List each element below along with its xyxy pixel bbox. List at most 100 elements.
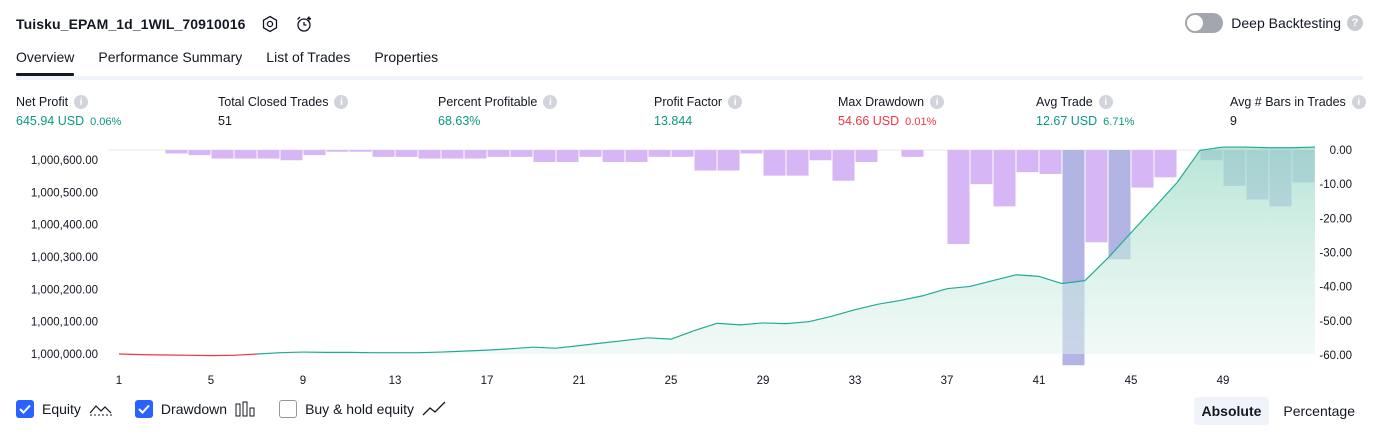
metric-profit-factor: Profit Factor i 13.844	[654, 94, 743, 130]
drawdown-bar	[418, 150, 441, 159]
percentage-button[interactable]: Percentage	[1283, 403, 1355, 419]
metric-total-closed-trades: Total Closed Trades i 51	[218, 94, 349, 130]
drawdown-bar	[648, 150, 671, 157]
drawdown-bar	[740, 150, 763, 154]
drawdown-bar	[855, 150, 878, 162]
drawdown-bar	[257, 150, 280, 159]
equity-segment	[1038, 275, 1063, 285]
drawdown-bar	[395, 150, 418, 157]
drawdown-bar	[717, 150, 740, 171]
drawdown-bar	[165, 150, 188, 154]
drawdown-bar	[188, 150, 211, 156]
add-alert-clock-icon[interactable]	[294, 14, 314, 34]
metric-label: Percent Profitable	[438, 95, 538, 109]
equity-segment	[1291, 146, 1316, 149]
value-mode-switch: Absolute Percentage	[1188, 397, 1364, 425]
metric-value: 12.67 USD	[1036, 114, 1098, 128]
drawdown-bar	[1131, 150, 1154, 188]
y-left-tick: 1,000,400.00	[31, 220, 98, 232]
info-icon[interactable]: i	[334, 95, 349, 109]
equity-segment	[739, 322, 764, 326]
legend-equity[interactable]: Equity	[16, 400, 113, 418]
equity-line	[118, 146, 1316, 357]
y-right-tick: -50.00	[1319, 316, 1352, 328]
drawdown-bar	[579, 150, 602, 157]
y-left-tick: 1,000,000.00	[31, 349, 98, 361]
right-axis: 0.00 -10.00 -20.00 -30.00 -40.00 -50.00 -60.00	[1319, 145, 1352, 362]
x-tick: 25	[665, 375, 678, 387]
x-tick: 13	[389, 375, 402, 387]
settings-gear-icon[interactable]	[260, 14, 280, 34]
checkbox-unchecked-icon[interactable]	[279, 400, 298, 418]
strategy-title: Tuisku_EPAM_1d_1WIL_70910016	[16, 16, 246, 32]
drawdown-bar	[211, 150, 234, 159]
drawdown-bar	[1039, 150, 1062, 174]
drawdown-bar	[832, 150, 855, 181]
equity-segment	[877, 299, 902, 305]
equity-segment	[1199, 146, 1224, 151]
legend-label: Equity	[42, 401, 81, 417]
drawdown-bar	[510, 150, 533, 157]
equity-segment	[233, 353, 258, 356]
legend-drawdown[interactable]: Drawdown	[134, 400, 257, 418]
x-axis: 1 5 9 13 17 21 25 29 33 37 41 45 49	[116, 375, 1230, 387]
equity-segment	[417, 351, 442, 354]
equity-segment	[693, 322, 718, 332]
equity-segment	[923, 288, 948, 297]
drawdown-bar	[372, 150, 395, 157]
tab-overview[interactable]: Overview	[16, 44, 75, 76]
y-right-tick: -40.00	[1319, 282, 1352, 294]
x-tick: 29	[757, 375, 770, 387]
metric-net-profit: Net Profit i 645.94 USD 0.06%	[16, 94, 121, 130]
drawdown-bar	[303, 150, 326, 156]
y-left-tick: 1,000,200.00	[31, 284, 98, 296]
legend-buy-hold[interactable]: Buy & hold equity	[279, 400, 446, 418]
info-icon[interactable]: i	[74, 95, 89, 109]
info-icon[interactable]: i	[930, 95, 945, 109]
equity-segment	[118, 353, 143, 356]
deep-backtesting-toggle[interactable]	[1185, 13, 1224, 33]
equity-segment	[1107, 232, 1132, 259]
metric-value: 68.63%	[438, 114, 481, 128]
checkbox-checked-icon[interactable]	[134, 400, 153, 418]
checkbox-checked-icon[interactable]	[16, 400, 34, 418]
metric-percent: 0.06%	[90, 116, 122, 128]
tab-properties[interactable]: Properties	[374, 49, 439, 65]
absolute-button[interactable]: Absolute	[1193, 397, 1270, 425]
equity-segment	[969, 280, 994, 288]
metric-label: Net Profit	[16, 95, 69, 109]
buy-hold-line-icon	[422, 401, 446, 417]
metric-percent: 0.01%	[905, 116, 937, 128]
drawdown-bar	[901, 150, 924, 157]
info-icon[interactable]: i	[1351, 95, 1366, 109]
toggle-knob	[1187, 15, 1204, 31]
equity-segment	[716, 322, 741, 326]
metric-percent-profitable: Percent Profitable i 68.63%	[438, 94, 558, 130]
metric-value: 13.844	[654, 114, 693, 128]
y-left-tick: 1,000,500.00	[31, 187, 98, 199]
y-left-tick: 1,000,100.00	[31, 317, 98, 329]
equity-drawdown-chart[interactable]: 1,000,000.00 1,000,100.00 1,000,200.00 1,00…	[0, 140, 1379, 390]
equity-segment	[762, 322, 787, 325]
y-right-tick: -20.00	[1319, 213, 1352, 225]
legend-label: Drawdown	[160, 401, 228, 417]
equity-segment	[624, 337, 649, 342]
tab-list-of-trades[interactable]: List of Trades	[266, 49, 351, 65]
equity-segment	[279, 351, 304, 354]
drawdown-bar	[1085, 150, 1108, 243]
equity-segment	[1176, 149, 1201, 183]
tab-performance-summary[interactable]: Performance Summary	[98, 49, 243, 65]
y-right-tick: -10.00	[1319, 179, 1352, 191]
equity-segment	[256, 352, 281, 355]
metric-percent: 6.71%	[1103, 116, 1135, 128]
question-icon[interactable]: ?	[1347, 15, 1363, 31]
equity-segment	[854, 303, 879, 311]
equity-segment	[946, 285, 971, 290]
info-icon[interactable]: i	[728, 95, 743, 109]
info-icon[interactable]: i	[1098, 95, 1113, 109]
x-tick: 9	[300, 375, 306, 387]
drawdown-bar	[625, 150, 648, 162]
metric-label: Avg # Bars in Trades	[1230, 95, 1346, 109]
equity-segment	[463, 349, 488, 352]
info-icon[interactable]: i	[543, 95, 558, 109]
